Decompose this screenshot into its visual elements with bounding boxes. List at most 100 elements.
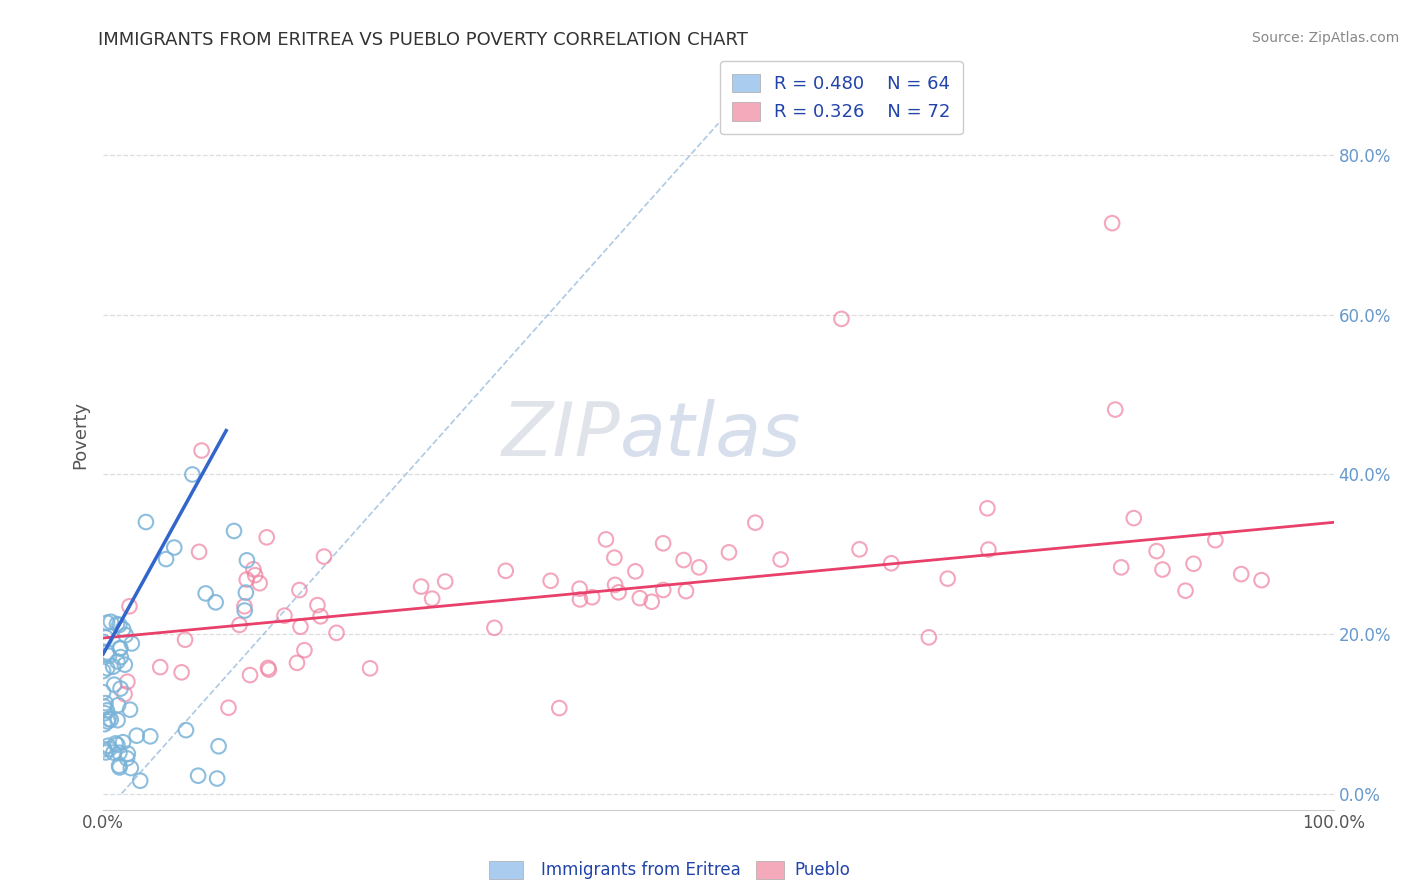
Point	[568, 592, 591, 607]
Point	[1250, 573, 1272, 587]
Point	[103, 678, 125, 692]
Point	[420, 591, 443, 606]
Point	[1204, 533, 1226, 548]
Point	[235, 585, 257, 599]
Point	[595, 533, 617, 547]
Point	[204, 595, 226, 609]
Point	[91, 664, 114, 678]
Point	[110, 650, 132, 665]
Point	[976, 501, 998, 516]
Point	[94, 631, 117, 645]
Point	[624, 565, 647, 579]
Point	[114, 687, 136, 701]
Point	[675, 584, 697, 599]
Point	[233, 599, 256, 614]
Point	[194, 586, 217, 600]
Point	[108, 758, 131, 772]
Text: IMMIGRANTS FROM ERITREA VS PUEBLO POVERTY CORRELATION CHART: IMMIGRANTS FROM ERITREA VS PUEBLO POVERT…	[98, 31, 748, 49]
Point	[93, 699, 115, 714]
Point	[256, 530, 278, 544]
Point	[628, 591, 651, 606]
Point	[114, 657, 136, 672]
Point	[236, 553, 259, 567]
Text: atlas: atlas	[620, 399, 801, 471]
Point	[94, 746, 117, 760]
Text: ZIP: ZIP	[501, 399, 620, 471]
Point	[936, 572, 959, 586]
Point	[603, 550, 626, 565]
Point	[273, 608, 295, 623]
Point	[1101, 216, 1123, 230]
Point	[93, 742, 115, 756]
Point	[652, 536, 675, 550]
Point	[115, 751, 138, 765]
Bar	[489, 862, 523, 880]
Point	[174, 723, 197, 738]
Point	[174, 632, 197, 647]
Legend: R = 0.480    N = 64, R = 0.326    N = 72: R = 0.480 N = 64, R = 0.326 N = 72	[720, 62, 963, 134]
Point	[652, 582, 675, 597]
Point	[105, 617, 128, 632]
Point	[187, 769, 209, 783]
Point	[97, 739, 120, 753]
Point	[155, 552, 177, 566]
Point	[312, 549, 335, 564]
Point	[170, 665, 193, 680]
Point	[190, 443, 212, 458]
Point	[100, 615, 122, 629]
Point	[294, 643, 316, 657]
Point	[977, 542, 1000, 557]
Point	[98, 742, 121, 756]
Point	[228, 618, 250, 632]
Point	[307, 598, 329, 612]
Bar	[756, 862, 785, 880]
Point	[243, 568, 266, 582]
Point	[108, 760, 131, 774]
Point	[107, 713, 129, 727]
Point	[769, 552, 792, 566]
Point	[1152, 562, 1174, 576]
Point	[249, 576, 271, 591]
Point	[101, 659, 124, 673]
Point	[235, 573, 257, 587]
Point	[120, 761, 142, 775]
Point	[1104, 402, 1126, 417]
Point	[1146, 544, 1168, 558]
Point	[117, 747, 139, 761]
Point	[111, 735, 134, 749]
Point	[285, 656, 308, 670]
Point	[744, 516, 766, 530]
Point	[325, 625, 347, 640]
Point	[125, 729, 148, 743]
Point	[411, 580, 433, 594]
Point	[112, 622, 135, 636]
Point	[103, 746, 125, 760]
Point	[93, 635, 115, 649]
Point	[91, 685, 114, 699]
Point	[309, 609, 332, 624]
Point	[290, 620, 312, 634]
Point	[257, 661, 280, 675]
Point	[94, 706, 117, 721]
Point	[1122, 511, 1144, 525]
Point	[117, 674, 139, 689]
Point	[205, 772, 228, 786]
Point	[717, 545, 740, 559]
Point	[848, 542, 870, 557]
Point	[359, 661, 381, 675]
Point	[607, 585, 630, 599]
Point	[181, 467, 204, 482]
Point	[188, 545, 211, 559]
Point	[114, 628, 136, 642]
Point	[108, 641, 131, 656]
Point	[603, 578, 626, 592]
Point	[96, 661, 118, 675]
Point	[135, 515, 157, 529]
Point	[149, 660, 172, 674]
Point	[107, 655, 129, 669]
Point	[581, 591, 603, 605]
Y-axis label: Poverty: Poverty	[72, 401, 89, 468]
Point	[139, 729, 162, 743]
Point	[108, 746, 131, 760]
Point	[121, 636, 143, 650]
